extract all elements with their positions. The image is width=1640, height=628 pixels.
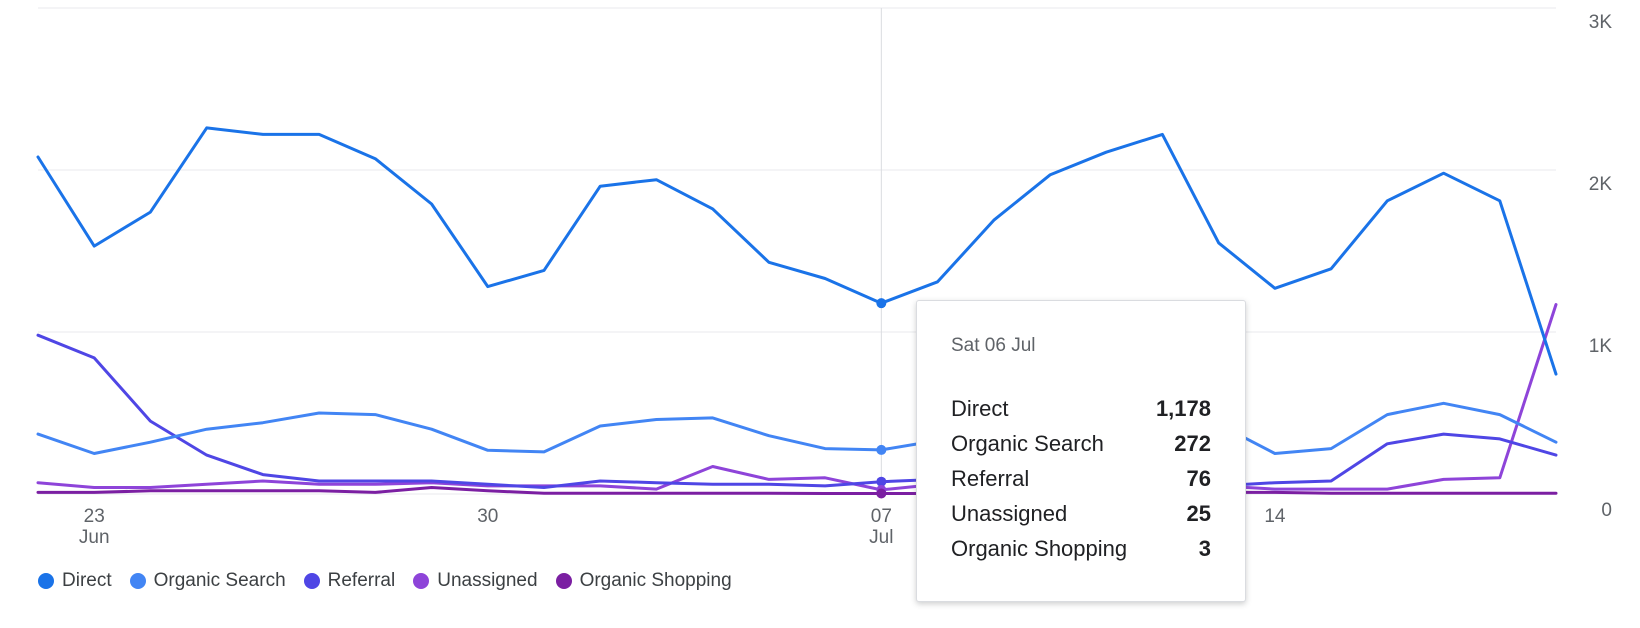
legend: Direct Organic Search Referral Unassigne… [38, 570, 732, 592]
x-tick-label: 23 [84, 506, 105, 527]
legend-swatch-organic-shopping [555, 573, 572, 589]
tooltip-row-organic-search: Organic Search 272 [951, 426, 1211, 461]
tooltip-row-direct: Direct 1,178 [951, 391, 1211, 426]
tooltip-label: Organic Search [951, 431, 1104, 456]
x-tick-label: 30 [477, 506, 498, 527]
tooltip-row-referral: Referral 76 [951, 461, 1211, 496]
tooltip-value: 3 [1198, 536, 1211, 561]
tooltip-value: 272 [1174, 431, 1211, 456]
tooltip-label: Direct [951, 396, 1009, 421]
legend-swatch-direct [38, 573, 54, 589]
tooltip-label: Organic Shopping [951, 536, 1128, 561]
series-line-referral [36, 333, 1558, 489]
tooltip-row-unassigned: Unassigned 25 [951, 496, 1211, 531]
legend-label: Direct [62, 570, 112, 591]
tooltip-value: 25 [1186, 501, 1211, 526]
tooltip-value: 1,178 [1155, 396, 1211, 421]
legend-label: Unassigned [437, 570, 538, 591]
x-tick-label: 14 [1264, 506, 1286, 527]
legend-swatch-unassigned [413, 573, 430, 589]
legend-swatch-referral [303, 573, 320, 589]
legend-item-organic-search[interactable]: Organic Search [129, 570, 286, 592]
legend-item-referral[interactable]: Referral [303, 570, 396, 592]
legend-item-organic-shopping[interactable]: Organic Shopping [555, 570, 732, 592]
hover-point-referral [876, 476, 887, 487]
y-tick-label: 0 [1601, 500, 1612, 521]
series-line-organic-shopping [36, 486, 1558, 495]
hover-point-direct [876, 298, 887, 309]
x-tick-sublabel: Jun [79, 527, 110, 548]
legend-item-unassigned[interactable]: Unassigned [413, 570, 538, 592]
series-line-unassigned [36, 303, 1558, 492]
y-tick-label: 2K [1589, 174, 1613, 195]
x-tick-sublabel: Jul [869, 527, 893, 548]
hover-point-organic-search [876, 444, 887, 455]
legend-label: Referral [327, 570, 396, 591]
x-tick-label: 07 [871, 506, 892, 527]
y-tick-label: 1K [1589, 336, 1613, 357]
legend-label: Organic Search [153, 570, 286, 591]
tooltip-value: 76 [1186, 466, 1211, 491]
tooltip-label: Unassigned [951, 501, 1068, 526]
tooltip-row-organic-shopping: Organic Shopping 3 [951, 531, 1211, 566]
series-line-organic-search [36, 401, 1558, 455]
tooltip-date: Sat 06 Jul [951, 335, 1036, 356]
y-tick-label: 3K [1589, 12, 1613, 33]
legend-label: Organic Shopping [579, 570, 732, 591]
series-line-direct [36, 126, 1558, 376]
hover-point-organic-shopping [876, 488, 887, 499]
tooltip: Sat 06 Jul Direct 1,178 Organic Search 2… [916, 300, 1246, 602]
legend-item-direct[interactable]: Direct [38, 570, 112, 592]
tooltip-label: Referral [951, 466, 1030, 491]
legend-swatch-organic-search [129, 573, 146, 589]
